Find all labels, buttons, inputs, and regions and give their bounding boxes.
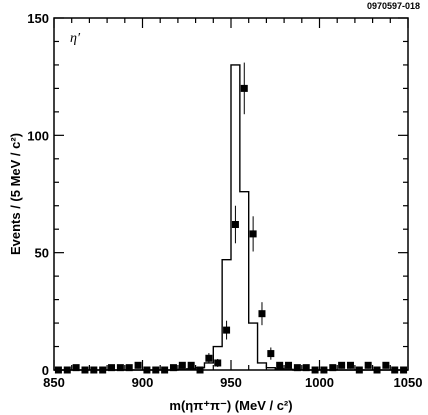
data-point <box>346 361 354 369</box>
data-point <box>320 366 328 374</box>
data-point <box>400 366 408 374</box>
data-point <box>267 350 275 358</box>
y-tick-label: 100 <box>27 128 49 143</box>
data-point <box>302 364 310 372</box>
data-point <box>63 366 71 374</box>
y-tick-label: 150 <box>27 11 49 26</box>
histogram-line <box>54 64 408 371</box>
data-point <box>178 361 186 369</box>
x-tick-label: 1000 <box>305 375 334 390</box>
data-point <box>391 366 399 374</box>
data-point <box>240 84 248 92</box>
data-point <box>364 361 372 369</box>
data-point <box>373 366 381 374</box>
y-tick-label: 50 <box>35 246 49 261</box>
data-point <box>90 366 98 374</box>
data-point <box>169 364 177 372</box>
data-point <box>143 366 151 374</box>
data-point <box>258 310 266 318</box>
data-point <box>285 361 293 369</box>
data-point <box>116 364 124 372</box>
axis-ticks <box>53 17 409 371</box>
data-point <box>355 366 363 374</box>
x-tick-label: 900 <box>132 375 154 390</box>
data-points <box>54 84 408 374</box>
data-point <box>293 364 301 372</box>
figure-id-label: 0970597-018 <box>366 1 420 11</box>
particle-label: η′ <box>70 31 81 46</box>
data-point <box>338 361 346 369</box>
data-point <box>125 364 133 372</box>
data-point <box>161 366 169 374</box>
data-point <box>276 361 284 369</box>
tick-labels: 850 900 950 1000 1050 0 50 100 150 <box>27 11 422 390</box>
data-point <box>205 354 213 362</box>
data-point <box>223 326 231 334</box>
x-tick-label: 850 <box>43 375 65 390</box>
y-axis-title: Events / (5 MeV / c²) <box>8 133 23 255</box>
x-tick-label: 1050 <box>394 375 423 390</box>
data-point <box>214 359 222 367</box>
data-point <box>187 361 195 369</box>
x-tick-label: 950 <box>220 375 242 390</box>
data-point <box>81 366 89 374</box>
data-point <box>196 366 204 374</box>
y-tick-label: 0 <box>42 363 49 378</box>
data-point <box>382 361 390 369</box>
data-point <box>72 364 80 372</box>
data-point <box>249 230 257 238</box>
data-point <box>152 366 160 374</box>
data-point <box>231 221 239 229</box>
data-point <box>311 366 319 374</box>
data-point <box>108 364 116 372</box>
data-point <box>134 361 142 369</box>
data-point <box>99 366 107 374</box>
data-point <box>329 364 337 372</box>
data-point <box>54 366 62 374</box>
x-axis-title: m(ηπ⁺π⁻) (MeV / c²) <box>169 398 292 413</box>
